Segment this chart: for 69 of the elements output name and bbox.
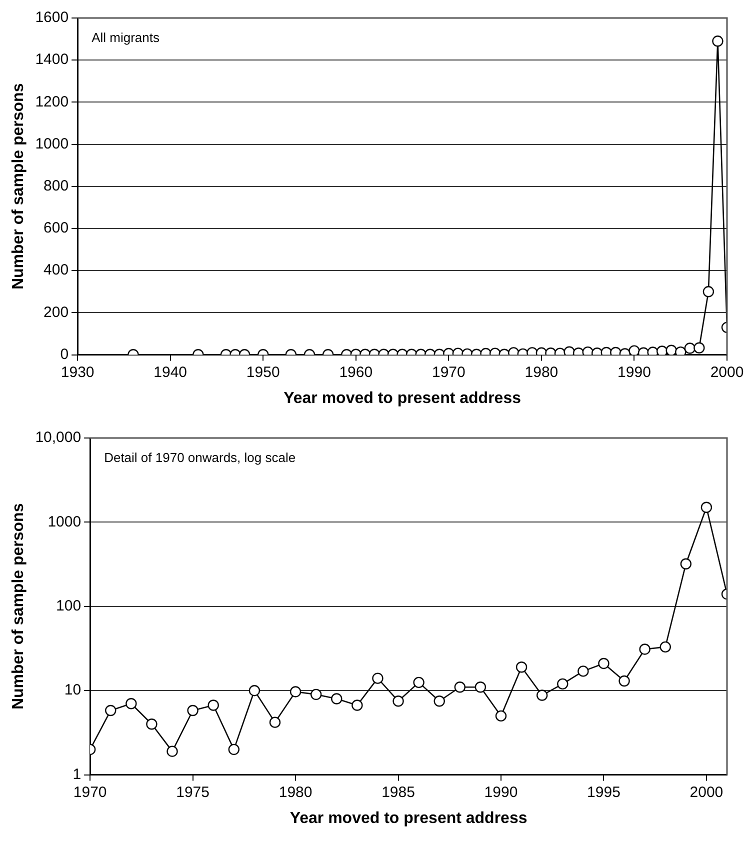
annotation: Detail of 1970 onwards, log scale — [104, 450, 296, 466]
point — [310, 688, 322, 700]
y-tick-label: 1600 — [35, 9, 69, 26]
point — [557, 678, 568, 690]
y-tick-label: 800 — [44, 178, 69, 195]
x-tick-label: 1985 — [382, 784, 415, 801]
point — [248, 685, 260, 696]
x-tick-label: 1980 — [524, 364, 558, 381]
point — [290, 686, 302, 698]
point — [712, 36, 724, 47]
x-tick-label: 1940 — [154, 364, 188, 381]
point — [331, 693, 342, 704]
x-tick-label: 1990 — [484, 784, 518, 801]
x-tick-label: 1960 — [339, 364, 373, 381]
x-tick-label: 1970 — [432, 364, 466, 381]
point — [660, 641, 671, 653]
y-tick-label: 600 — [44, 220, 69, 237]
x-axis-title: Year moved to present address — [284, 390, 522, 407]
point — [639, 644, 650, 655]
y-axis-title: Number of sample persons — [10, 83, 28, 290]
point — [536, 690, 548, 701]
x-tick-label: 1990 — [618, 364, 651, 381]
x-tick-label: 1980 — [278, 784, 312, 801]
point — [700, 502, 712, 513]
y-tick-label: 0 — [60, 346, 69, 363]
point — [126, 698, 137, 710]
x-tick-label: 2000 — [710, 364, 744, 381]
x-tick-label: 1975 — [176, 784, 210, 801]
point — [392, 696, 404, 707]
y-tick-label: 1400 — [35, 51, 69, 68]
point — [618, 675, 630, 687]
point — [564, 346, 575, 355]
point — [474, 682, 486, 693]
x-axis-title: Year moved to present address — [290, 810, 528, 827]
point — [187, 704, 198, 716]
point — [454, 682, 466, 693]
point — [434, 696, 445, 707]
point — [228, 744, 240, 756]
point — [495, 710, 507, 722]
y-tick-label: 1200 — [35, 93, 69, 110]
point — [680, 558, 692, 570]
point — [269, 716, 281, 728]
y-tick-label: 200 — [44, 304, 69, 321]
y-tick-label: 400 — [44, 262, 69, 279]
point — [628, 345, 640, 355]
y-tick-label: 10 — [64, 682, 82, 699]
x-tick-label: 1995 — [587, 784, 620, 801]
point — [208, 700, 219, 711]
y-tick-label: 10,000 — [35, 429, 82, 446]
y-axis-title: Number of sample persons — [10, 503, 28, 710]
x-tick-label: 1930 — [60, 364, 94, 381]
point — [146, 718, 158, 730]
x-tick-label: 1970 — [73, 784, 107, 801]
point — [352, 700, 363, 711]
y-tick-label: 1 — [72, 766, 82, 783]
y-tick-label: 1000 — [35, 135, 69, 152]
point — [372, 672, 384, 684]
y-tick-label: 100 — [56, 598, 82, 615]
annotation: All migrants — [92, 30, 160, 46]
point — [656, 346, 668, 355]
point — [598, 658, 610, 670]
x-tick-label: 2000 — [690, 784, 724, 801]
y-tick-label: 1000 — [48, 513, 82, 530]
x-tick-label: 1950 — [246, 364, 280, 381]
point — [413, 676, 424, 688]
point — [516, 662, 528, 673]
point — [166, 746, 178, 757]
point — [578, 666, 589, 677]
point — [105, 704, 116, 716]
